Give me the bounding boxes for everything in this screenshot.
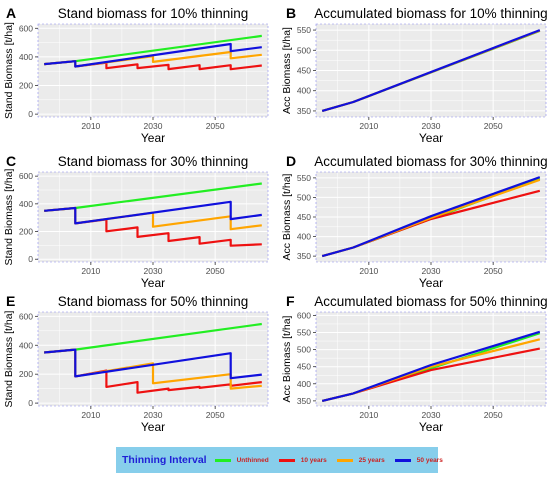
panel-B: 2010 2030 2050 350 400 450 500 550 Year Acc Bioma… (281, 5, 548, 145)
x-tick-label: 2030 (144, 266, 163, 276)
x-tick-label: 2010 (359, 121, 378, 131)
legend-label-unthinned: Unthinned (236, 456, 269, 464)
x-tick-label: 2010 (81, 266, 100, 276)
x-axis-title: Year (141, 131, 165, 145)
plot-frame (315, 311, 547, 407)
y-axis-title: Stand Biomass [t/ha] (3, 22, 15, 119)
y-tick-label: 400 (297, 86, 311, 96)
series-line-y50 (321, 330, 541, 402)
legend-label-10-years: 10 years (300, 456, 327, 464)
panel-title: Stand biomass for 30% thinning (58, 154, 249, 169)
panel-title: Stand biomass for 50% thinning (58, 294, 249, 309)
legend-label-25-years: 25 years (358, 456, 385, 464)
y-tick-label: 200 (19, 81, 33, 91)
y-tick-label: 550 (297, 328, 311, 338)
y-tick-label: 600 (19, 311, 33, 321)
x-tick-label: 2050 (206, 266, 225, 276)
y-tick-label: 350 (297, 106, 311, 116)
legend-item-25-years: 25 years (336, 456, 385, 464)
y-tick-label: 350 (297, 396, 311, 406)
x-tick-label: 2050 (206, 121, 225, 131)
plot-frame (37, 311, 269, 407)
y-tick-label: 500 (297, 192, 311, 202)
x-tick-label: 2050 (484, 410, 503, 420)
y-axis-title: Stand Biomass [t/ha] (3, 310, 15, 407)
panel-F: 2010 2030 2050 350 400 450 500 550 600 Year Acc Bi… (281, 293, 548, 434)
y-tick-label: 400 (19, 52, 33, 62)
panel-A: 2010 2030 2050 0 200 400 600 Year Stand Biomass … (3, 5, 269, 145)
panel-letter: B (286, 5, 296, 21)
y-tick-label: 600 (19, 171, 33, 181)
x-tick-label: 2010 (81, 121, 100, 131)
x-tick-label: 2030 (422, 410, 441, 420)
y-axis-title: Acc Biomass [t/ha] (281, 27, 293, 114)
y-tick-label: 450 (297, 362, 311, 372)
y-tick-label: 450 (297, 66, 311, 76)
y-axis-title: Acc Biomass [t/ha] (281, 173, 293, 260)
legend-swatch-10-years (278, 458, 295, 462)
y-tick-label: 0 (28, 398, 33, 408)
series-line-y50 (321, 176, 541, 258)
x-tick-label: 2030 (144, 410, 163, 420)
y-tick-label: 400 (19, 340, 33, 350)
legend-swatch-50-years (394, 458, 411, 462)
y-tick-label: 400 (297, 232, 311, 242)
y-tick-label: 400 (297, 379, 311, 389)
series-line-y50 (44, 200, 262, 225)
x-tick-label: 2010 (81, 410, 100, 420)
panel-letter: E (6, 293, 15, 309)
x-tick-label: 2030 (422, 121, 441, 131)
panel-D: 2010 2030 2050 350 400 450 500 550 Year Acc Bioma… (281, 153, 548, 290)
x-axis-title: Year (419, 420, 443, 434)
y-tick-label: 500 (297, 345, 311, 355)
panel-letter: A (6, 5, 16, 21)
series-line-y50 (44, 42, 262, 68)
y-tick-label: 350 (297, 251, 311, 261)
panel-title: Accumulated biomass for 10% thinning (314, 6, 547, 21)
x-tick-label: 2050 (206, 410, 225, 420)
x-tick-label: 2050 (484, 121, 503, 131)
legend-item-unthinned: Unthinned (214, 456, 269, 464)
y-tick-label: 0 (28, 109, 33, 119)
legend-label-50-years: 50 years (416, 456, 443, 464)
legend-item-10-years: 10 years (278, 456, 327, 464)
series-line-y50 (321, 29, 541, 112)
y-tick-label: 500 (297, 45, 311, 55)
panel-title: Stand biomass for 10% thinning (58, 6, 249, 21)
x-tick-label: 2030 (144, 121, 163, 131)
panel-letter: D (286, 153, 296, 169)
panel-title: Accumulated biomass for 50% thinning (314, 294, 547, 309)
x-tick-label: 2010 (359, 266, 378, 276)
x-axis-title: Year (141, 276, 165, 290)
legend-swatch-25-years (336, 458, 353, 462)
x-axis-title: Year (419, 131, 443, 145)
panel-letter: F (286, 293, 295, 309)
y-tick-label: 600 (19, 23, 33, 33)
x-tick-label: 2050 (484, 266, 503, 276)
y-tick-label: 550 (297, 173, 311, 183)
y-tick-label: 550 (297, 25, 311, 35)
x-axis-title: Year (141, 420, 165, 434)
y-axis-title: Acc Biomass [t/ha] (281, 315, 293, 402)
y-tick-label: 400 (19, 199, 33, 209)
legend: Thinning Interval Unthinned 10 years 25 … (116, 447, 443, 473)
panel-title: Accumulated biomass for 30% thinning (314, 154, 547, 169)
legend-title: Thinning Interval (122, 454, 207, 466)
y-axis-title: Stand Biomass [t/ha] (3, 168, 15, 265)
legend-item-50-years: 50 years (394, 456, 443, 464)
y-tick-label: 450 (297, 212, 311, 222)
x-tick-label: 2030 (422, 266, 441, 276)
panel-C: 2010 2030 2050 0 200 400 600 Year Stand Biomass … (3, 153, 269, 290)
legend-swatch-unthinned (214, 458, 231, 462)
x-axis-title: Year (419, 276, 443, 290)
y-tick-label: 200 (19, 369, 33, 379)
panel-letter: C (6, 153, 16, 169)
y-tick-label: 0 (28, 254, 33, 264)
panel-E: 2010 2030 2050 0 200 400 600 Year Stand Biomass … (3, 293, 269, 434)
x-tick-label: 2010 (359, 410, 378, 420)
y-tick-label: 200 (19, 227, 33, 237)
y-tick-label: 600 (297, 310, 311, 320)
series-line-y50 (44, 348, 262, 380)
